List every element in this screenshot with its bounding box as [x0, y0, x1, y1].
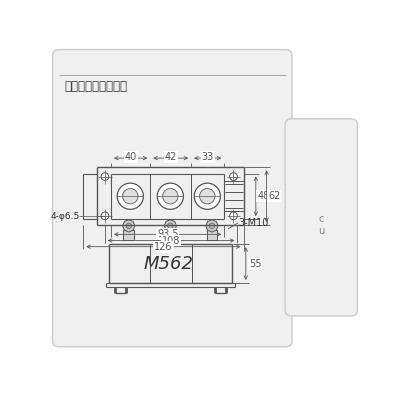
Circle shape	[209, 223, 215, 228]
FancyBboxPatch shape	[52, 50, 292, 347]
Text: 40: 40	[124, 152, 137, 162]
Text: 模块外型图、安装图: 模块外型图、安装图	[65, 80, 128, 93]
Text: M562: M562	[144, 254, 194, 273]
Circle shape	[194, 183, 220, 209]
Circle shape	[200, 188, 215, 204]
Polygon shape	[123, 220, 135, 232]
Bar	[123, 230, 134, 240]
Circle shape	[123, 188, 138, 204]
Text: 33: 33	[202, 152, 214, 162]
Polygon shape	[206, 220, 218, 232]
Text: 55: 55	[249, 258, 261, 269]
Circle shape	[230, 173, 237, 180]
Bar	[165, 230, 176, 240]
Circle shape	[157, 183, 184, 209]
Circle shape	[126, 223, 132, 228]
Text: 3-M10: 3-M10	[238, 218, 268, 228]
Text: 93.5: 93.5	[157, 229, 178, 239]
Bar	[206, 230, 217, 240]
Circle shape	[230, 212, 237, 220]
Text: 108: 108	[162, 236, 180, 246]
Circle shape	[101, 212, 109, 220]
Text: c
u: c u	[318, 214, 324, 236]
FancyBboxPatch shape	[285, 119, 358, 316]
Text: 126: 126	[154, 242, 173, 252]
Polygon shape	[164, 220, 176, 232]
Circle shape	[117, 183, 144, 209]
Circle shape	[163, 188, 178, 204]
Text: 4-φ6.5: 4-φ6.5	[50, 212, 80, 221]
Text: 62: 62	[268, 191, 280, 201]
Circle shape	[168, 223, 173, 228]
Text: 48: 48	[257, 191, 270, 201]
Circle shape	[101, 173, 109, 180]
Text: 42: 42	[164, 152, 177, 162]
